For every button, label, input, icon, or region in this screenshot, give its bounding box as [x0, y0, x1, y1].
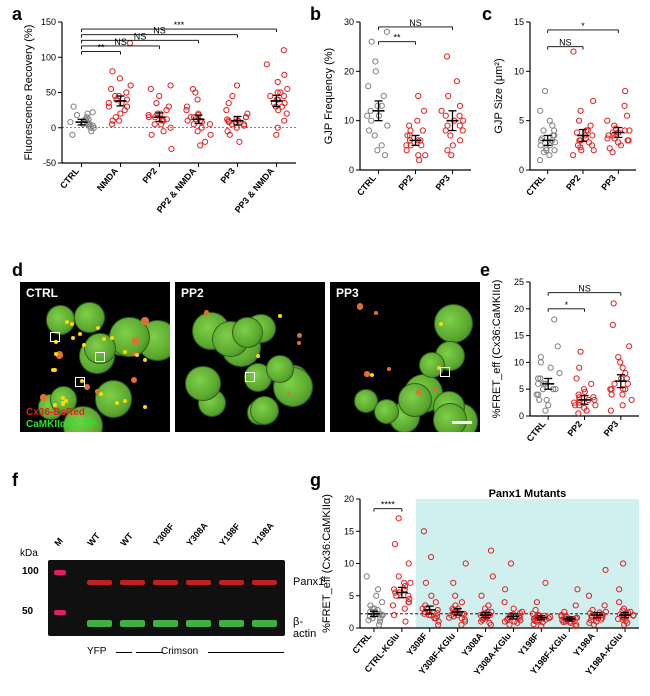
svg-text:20: 20 — [514, 304, 524, 314]
svg-text:Y308A: Y308A — [460, 630, 486, 658]
svg-text:0: 0 — [519, 411, 524, 421]
svg-text:PP3 & NMDA: PP3 & NMDA — [233, 165, 277, 214]
svg-text:PP3: PP3 — [218, 166, 237, 185]
svg-text:GJP Size (μm²): GJP Size (μm²) — [493, 58, 505, 133]
svg-text:PP2 & NMDA: PP2 & NMDA — [155, 165, 199, 214]
svg-text:*: * — [581, 21, 585, 31]
svg-text:**: ** — [393, 33, 401, 43]
svg-text:Y308F: Y308F — [405, 630, 430, 657]
svg-text:PP2: PP2 — [564, 173, 583, 192]
svg-text:15: 15 — [344, 526, 354, 536]
svg-text:-50: -50 — [43, 158, 56, 168]
chart-e: 0 5 10 15 20 25 %FRET_eff (Cx36:CaMKIIα) * NS CTR… — [488, 278, 643, 458]
svg-text:25: 25 — [514, 277, 524, 287]
micrograph-pp3: PP3 — [330, 282, 480, 432]
svg-text:NS: NS — [134, 31, 147, 41]
svg-text:CTRL: CTRL — [355, 172, 378, 197]
svg-text:NMDA: NMDA — [95, 165, 120, 192]
svg-text:%FRET_eff (Cx36:CaMKIIα): %FRET_eff (Cx36:CaMKIIα) — [321, 494, 333, 633]
chart-a: -50 0 50 100 150 Fluorescence Recovery (%) ** N… — [20, 18, 300, 228]
micrograph-pp2: PP2 — [175, 282, 325, 432]
svg-text:15: 15 — [514, 331, 524, 341]
chart-g: 0 5 10 15 20 %FRET_eff (Cx36:CaMKIIα) Panx1 Mu… — [318, 485, 643, 690]
svg-text:Fluorescence Recovery (%): Fluorescence Recovery (%) — [23, 25, 35, 161]
svg-text:20: 20 — [344, 494, 354, 504]
svg-text:PP3: PP3 — [433, 173, 452, 192]
svg-text:0: 0 — [519, 165, 524, 175]
micrograph-label: CTRL — [26, 286, 58, 300]
svg-text:20: 20 — [344, 66, 354, 76]
svg-text:**: ** — [97, 43, 105, 53]
svg-text:0: 0 — [349, 623, 354, 633]
svg-text:PP2: PP2 — [140, 166, 159, 185]
western-blot: MWTWTY308FY308AY198FY198AkDa10050Panx1β-… — [20, 500, 300, 680]
panel-label-d: d — [12, 260, 23, 281]
svg-text:0: 0 — [349, 165, 354, 175]
svg-text:NS: NS — [114, 37, 127, 47]
svg-text:*: * — [565, 300, 569, 310]
svg-text:CTRL: CTRL — [524, 172, 547, 197]
svg-text:****: **** — [381, 500, 396, 510]
svg-text:PP2: PP2 — [396, 173, 415, 192]
panel-label-f: f — [12, 470, 18, 491]
svg-text:150: 150 — [41, 17, 56, 27]
svg-text:10: 10 — [514, 357, 524, 367]
svg-text:30: 30 — [344, 17, 354, 27]
svg-text:100: 100 — [41, 52, 56, 62]
svg-text:5: 5 — [349, 591, 354, 601]
svg-text:5: 5 — [519, 384, 524, 394]
svg-text:CTRL: CTRL — [525, 418, 548, 443]
svg-text:10: 10 — [514, 66, 524, 76]
svg-text:0: 0 — [51, 123, 56, 133]
cx36-legend: Cx36-DsRed — [26, 407, 85, 418]
svg-text:NS: NS — [153, 26, 166, 36]
svg-text:CTRL: CTRL — [58, 165, 81, 190]
svg-text:GJP Frequency (%): GJP Frequency (%) — [323, 48, 335, 144]
svg-text:Y198F: Y198F — [516, 630, 541, 657]
svg-text:CTRL: CTRL — [350, 630, 373, 655]
svg-text:PP3: PP3 — [602, 419, 621, 438]
svg-text:NS: NS — [559, 38, 572, 48]
svg-text:NS: NS — [578, 284, 591, 294]
chart-c: 0 5 10 15 GJP Size (μm²) NS * CTRL PP2 PP3 — [490, 18, 640, 218]
svg-text:15: 15 — [514, 17, 524, 27]
svg-text:PP3: PP3 — [599, 173, 618, 192]
svg-text:Panx1 Mutants: Panx1 Mutants — [489, 488, 567, 500]
svg-text:***: *** — [174, 20, 185, 30]
svg-text:PP2: PP2 — [565, 419, 584, 438]
svg-text:10: 10 — [344, 116, 354, 126]
svg-text:%FRET_eff (Cx36:CaMKIIα): %FRET_eff (Cx36:CaMKIIα) — [491, 280, 503, 419]
svg-text:NS: NS — [409, 18, 422, 28]
svg-text:5: 5 — [519, 116, 524, 126]
micrograph-label: PP3 — [336, 286, 359, 300]
micrograph-label: PP2 — [181, 286, 204, 300]
camkii-legend: CaMKIIα-ECFP — [26, 419, 96, 430]
svg-text:50: 50 — [46, 88, 56, 98]
svg-text:Y198A: Y198A — [571, 630, 597, 658]
svg-text:10: 10 — [344, 559, 354, 569]
chart-b: 0 10 20 30 GJP Frequency (%) ** NS CTRL PP2 PP3 — [320, 18, 475, 218]
